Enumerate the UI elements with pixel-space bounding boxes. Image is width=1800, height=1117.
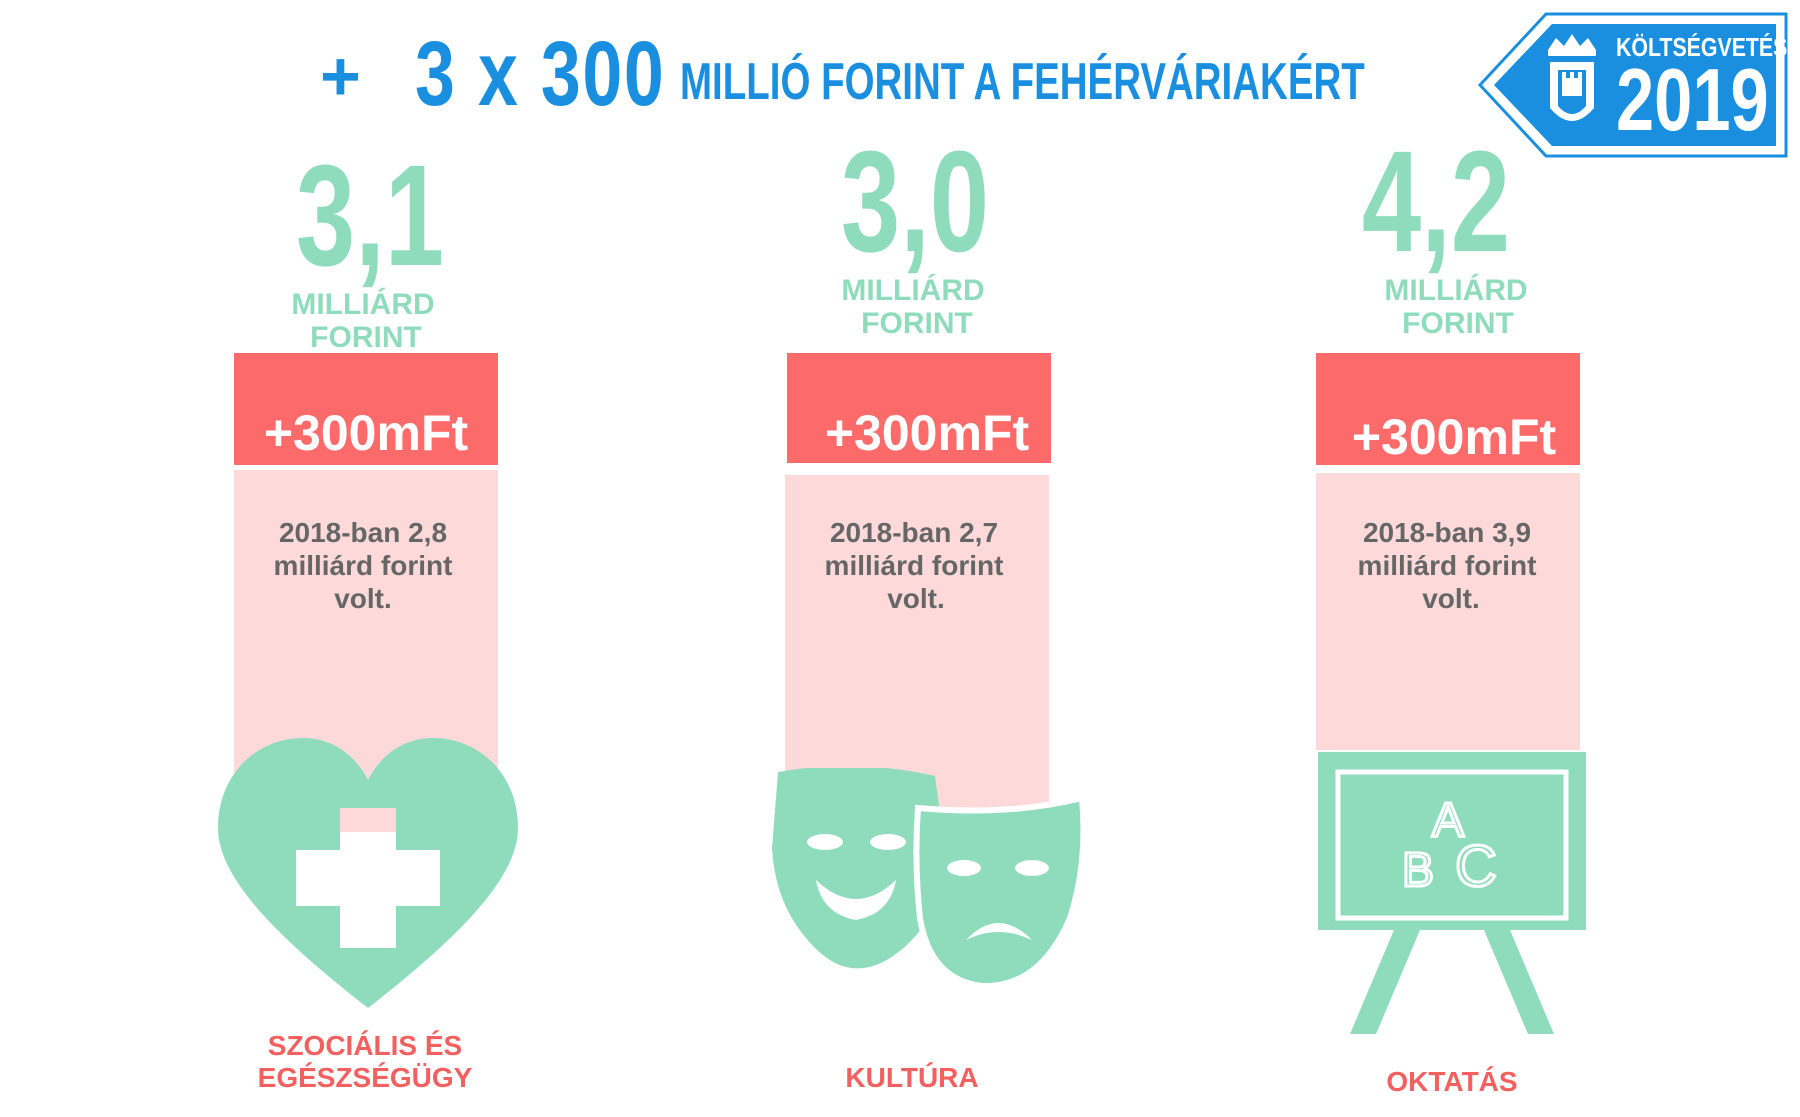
budget-badge [1477,12,1788,158]
column-2-unit-line1: MILLIÁRD [841,274,985,307]
board-letter-b: B [1402,844,1434,897]
heart-cross-icon [218,738,518,1008]
column-3-increase-label: +300mFt [1351,409,1557,465]
column-1-previous-bar [234,470,498,780]
column-3-previous-line3: volt. [1422,583,1480,614]
column-1-total: 3,1 [295,135,445,296]
column-2-previous-line2: milliárd forint [824,550,1004,581]
column-3-unit-line1: MILLIÁRD [1384,274,1528,307]
board-letter-c: C [1455,834,1497,899]
column-2-unit-line2: FORINT [861,307,973,340]
column-2-total: 3,0 [840,121,990,282]
crowned-castle-icon [1548,34,1596,121]
column-3-total: 4,2 [1361,121,1511,282]
column-2-category-line1: KULTÚRA [845,1062,979,1093]
column-1-increase-bar [234,353,498,465]
board-letter-a: A [1432,794,1464,847]
headline-plus: + [320,37,361,115]
column-1-previous-line1: 2018-ban 2,8 [278,517,448,548]
column-3-previous-line1: 2018-ban 3,9 [1362,517,1532,548]
column-3-increase-bar [1316,353,1580,465]
column-1-category-line2: EGÉSZSÉGÜGY [257,1062,473,1093]
theater-masks-icon [772,768,1085,990]
column-2-increase-bar [787,353,1051,463]
column-3-previous-line2: milliárd forint [1357,550,1537,581]
column-3-unit-line2: FORINT [1402,307,1514,340]
column-2-increase-label: +300mFt [824,405,1030,461]
column-3-previous-bar [1316,473,1580,750]
badge-year: 2019 [1616,50,1769,149]
column-2-previous-line1: 2018-ban 2,7 [829,517,999,548]
column-1-previous-line3: volt. [334,583,392,614]
headline-text: MILLIÓ FORINT A FEHÉRVÁRIAKÉRT [680,53,1365,111]
column-1-unit-line2: FORINT [310,321,422,354]
headline-multiplier: 3 x 300 [415,23,666,125]
chalkboard-abc-icon: A B C [1318,752,1586,1034]
column-1-unit-line1: MILLIÁRD [291,288,435,321]
column-1-increase-label: +300mFt [263,405,469,461]
column-1-category-line1: SZOCIÁLIS ÉS [267,1030,463,1061]
column-2-previous-bar [785,475,1049,815]
column-2-previous-line3: volt. [887,583,945,614]
column-1-previous-line2: milliárd forint [273,550,453,581]
column-3-category-line1: OKTATÁS [1386,1066,1518,1097]
badge-label: KÖLTSÉGVETÉS [1616,32,1788,62]
